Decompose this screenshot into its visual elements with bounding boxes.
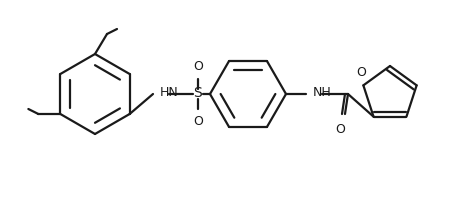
- Text: HN: HN: [160, 86, 179, 99]
- Text: NH: NH: [313, 86, 332, 99]
- Text: O: O: [356, 66, 366, 79]
- Text: S: S: [194, 86, 202, 100]
- Text: O: O: [193, 60, 203, 73]
- Text: O: O: [193, 115, 203, 128]
- Text: O: O: [335, 123, 345, 136]
